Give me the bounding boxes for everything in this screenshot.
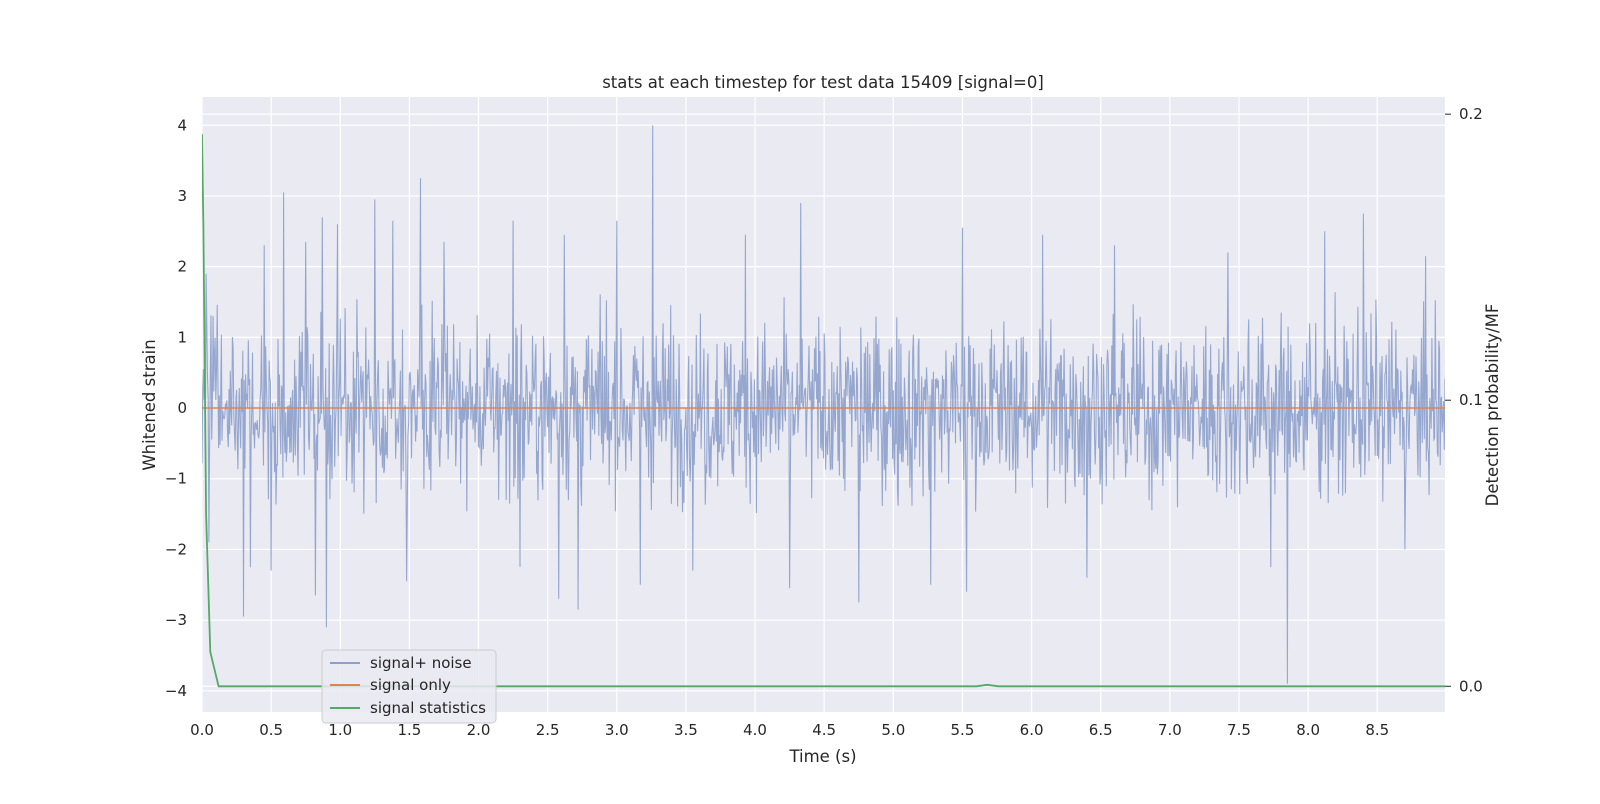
series-layer	[202, 125, 1445, 688]
x-axis-ticks: 0.0 0.5 1.0 1.5 2.0 2.5 3.0 3.5 4.0 4.5 5.0 5.5 6.0 6…	[190, 721, 1389, 739]
x-tick-label: 7.0	[1158, 721, 1182, 739]
chart-title: stats at each timestep for test data 154…	[602, 73, 1044, 92]
x-tick-label: 0.5	[259, 721, 283, 739]
y-tick-label: −3	[165, 611, 187, 629]
x-tick-label: 1.5	[397, 721, 421, 739]
y-tick-label: 3	[177, 187, 187, 205]
x-tick-label: 4.5	[812, 721, 836, 739]
y-tick-label: −1	[165, 470, 187, 488]
x-tick-label: 8.0	[1296, 721, 1320, 739]
y-tick-label: 1	[177, 328, 187, 346]
y2-axis-label: Detection probability/MF	[1483, 304, 1502, 507]
series-signal-statistics	[202, 134, 1445, 688]
y-tick-label: −4	[165, 682, 187, 700]
x-axis-label: Time (s)	[788, 747, 856, 766]
y-tick-label: −2	[165, 540, 187, 558]
legend-box	[321, 649, 497, 724]
x-tick-label: 6.5	[1089, 721, 1113, 739]
x-tick-label: 8.5	[1365, 721, 1389, 739]
x-tick-label: 1.0	[328, 721, 352, 739]
x-tick-label: 7.5	[1227, 721, 1251, 739]
y2-axis-ticks: 0.0 0.1 0.2	[1445, 105, 1483, 695]
x-tick-label: 6.0	[1020, 721, 1044, 739]
y-axis-label: Whitened strain	[140, 339, 159, 470]
x-tick-label: 2.5	[536, 721, 560, 739]
x-tick-label: 5.5	[951, 721, 975, 739]
x-tick-label: 0.0	[190, 721, 214, 739]
y-tick-label: 0	[177, 399, 187, 417]
legend-label-signal-only: signal only	[370, 676, 451, 694]
y2-tick-label: 0.2	[1459, 105, 1483, 123]
y-axis-ticks: −4 −3 −2 −1 0 1 2 3 4	[165, 116, 187, 700]
legend: signal+ noise signal only signal statist…	[321, 649, 497, 724]
x-tick-label: 4.0	[743, 721, 767, 739]
x-tick-label: 3.0	[605, 721, 629, 739]
y-tick-label: 2	[177, 258, 187, 276]
legend-label-signal-statistics: signal statistics	[370, 699, 486, 717]
y-tick-label: 4	[177, 116, 187, 134]
legend-label-signal-noise: signal+ noise	[370, 654, 472, 672]
y2-tick-label: 0.1	[1459, 391, 1483, 409]
series-signal-noise	[202, 125, 1445, 684]
x-tick-label: 2.0	[467, 721, 491, 739]
x-tick-label: 5.0	[881, 721, 905, 739]
y2-tick-label: 0.0	[1459, 677, 1483, 695]
x-tick-label: 3.5	[674, 721, 698, 739]
